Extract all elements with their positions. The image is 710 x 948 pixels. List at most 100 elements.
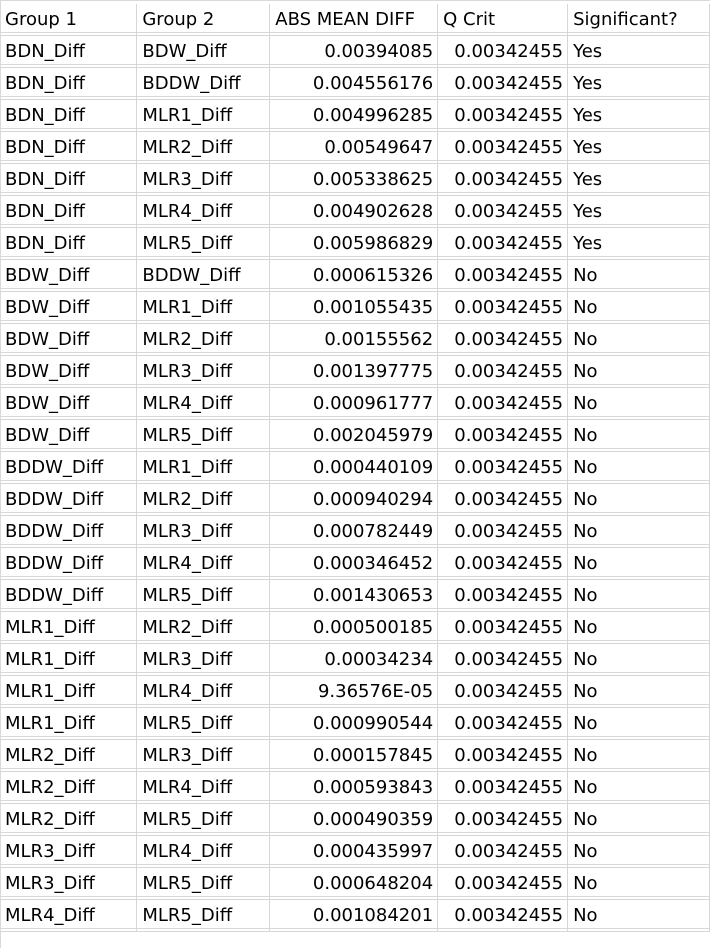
cell-abs-mean-diff[interactable]: 0.005338625 [269, 163, 439, 196]
cell-significant[interactable]: No [567, 739, 710, 772]
cell-abs-mean-diff[interactable]: 9.36576E-05 [269, 675, 439, 708]
cell-q-crit[interactable]: 0.00342455 [437, 291, 569, 324]
cell-q-crit[interactable]: 0.00342455 [437, 131, 569, 164]
cell-q-crit[interactable]: 0.00342455 [437, 67, 569, 100]
cell-q-crit[interactable]: 0.00342455 [437, 835, 569, 868]
cell-group-2[interactable]: BDW_Diff [136, 35, 271, 68]
cell-abs-mean-diff[interactable]: 0.000648204 [269, 867, 439, 900]
cell-group-2[interactable]: MLR5_Diff [136, 419, 271, 452]
cell-group-1[interactable]: BDDW_Diff [0, 451, 138, 484]
cell-group-1[interactable]: MLR1_Diff [0, 675, 138, 708]
cell-group-2[interactable]: MLR4_Diff [136, 195, 271, 228]
cell-q-crit[interactable]: 0.00342455 [437, 867, 569, 900]
cell-group-2[interactable]: MLR3_Diff [136, 515, 271, 548]
cell-q-crit[interactable]: 0.00342455 [437, 483, 569, 516]
cell-q-crit[interactable]: 0.00342455 [437, 259, 569, 292]
cell-group-1[interactable]: BDN_Diff [0, 131, 138, 164]
cell-q-crit[interactable]: 0.00342455 [437, 355, 569, 388]
header-abs-mean-diff[interactable]: ABS MEAN DIFF [269, 4, 439, 36]
cell-abs-mean-diff[interactable]: 0.000990544 [269, 707, 439, 740]
cell-group-1[interactable]: BDN_Diff [0, 99, 138, 132]
cell-significant[interactable]: Yes [567, 67, 710, 100]
cell-q-crit[interactable]: 0.00342455 [437, 675, 569, 708]
cell-significant[interactable]: No [567, 579, 710, 612]
cell-abs-mean-diff[interactable]: 0.00549647 [269, 131, 439, 164]
cell-significant[interactable]: No [567, 515, 710, 548]
cell-group-1[interactable]: MLR3_Diff [0, 835, 138, 868]
cell-abs-mean-diff[interactable]: 0.000346452 [269, 547, 439, 580]
cell-group-1[interactable]: MLR2_Diff [0, 803, 138, 836]
cell-group-2[interactable]: MLR1_Diff [136, 99, 271, 132]
cell-q-crit[interactable]: 0.00342455 [437, 579, 569, 612]
cell-group-1[interactable]: BDN_Diff [0, 163, 138, 196]
cell-group-1[interactable]: MLR3_Diff [0, 867, 138, 900]
cell-significant[interactable]: No [567, 771, 710, 804]
cell-group-2[interactable]: MLR4_Diff [136, 675, 271, 708]
cell-group-1[interactable]: MLR4_Diff [0, 899, 138, 932]
cell-significant[interactable]: No [567, 899, 710, 932]
cell-abs-mean-diff[interactable]: 0.000490359 [269, 803, 439, 836]
cell-q-crit[interactable]: 0.00342455 [437, 643, 569, 676]
cell-abs-mean-diff[interactable]: 0.000940294 [269, 483, 439, 516]
cell-q-crit[interactable]: 0.00342455 [437, 707, 569, 740]
cell-significant[interactable]: No [567, 675, 710, 708]
cell-group-2[interactable]: BDDW_Diff [136, 259, 271, 292]
cell-significant[interactable]: Yes [567, 35, 710, 68]
cell-group-2[interactable]: MLR3_Diff [136, 643, 271, 676]
cell-group-2[interactable]: BDDW_Diff [136, 67, 271, 100]
cell-q-crit[interactable]: 0.00342455 [437, 323, 569, 356]
cell-abs-mean-diff[interactable]: 0.000435997 [269, 835, 439, 868]
cell-group-1[interactable]: BDW_Diff [0, 259, 138, 292]
cell-group-2[interactable]: MLR3_Diff [136, 163, 271, 196]
cell-abs-mean-diff[interactable]: 0.002045979 [269, 419, 439, 452]
cell-group-2[interactable]: MLR4_Diff [136, 547, 271, 580]
header-significant[interactable]: Significant? [567, 4, 710, 36]
cell-group-1[interactable]: BDDW_Diff [0, 579, 138, 612]
cell-significant[interactable]: Yes [567, 227, 710, 260]
cell-group-1[interactable]: BDN_Diff [0, 67, 138, 100]
cell-q-crit[interactable]: 0.00342455 [437, 227, 569, 260]
cell-significant[interactable]: No [567, 419, 710, 452]
cell-significant[interactable]: Yes [567, 131, 710, 164]
cell-group-2[interactable]: MLR4_Diff [136, 835, 271, 868]
cell-q-crit[interactable]: 0.00342455 [437, 419, 569, 452]
cell-abs-mean-diff[interactable]: 0.000615326 [269, 259, 439, 292]
cell-q-crit[interactable]: 0.00342455 [437, 163, 569, 196]
cell-group-1[interactable]: MLR1_Diff [0, 611, 138, 644]
cell-group-1[interactable]: BDDW_Diff [0, 515, 138, 548]
cell-abs-mean-diff[interactable]: 0.000593843 [269, 771, 439, 804]
cell-abs-mean-diff[interactable]: 0.000157845 [269, 739, 439, 772]
cell-abs-mean-diff[interactable]: 0.000961777 [269, 387, 439, 420]
cell-abs-mean-diff[interactable]: 0.005986829 [269, 227, 439, 260]
cell-q-crit[interactable]: 0.00342455 [437, 515, 569, 548]
cell-group-2[interactable]: MLR1_Diff [136, 451, 271, 484]
cell-group-2[interactable]: MLR2_Diff [136, 483, 271, 516]
cell-abs-mean-diff[interactable]: 0.004556176 [269, 67, 439, 100]
cell-group-1[interactable]: BDW_Diff [0, 355, 138, 388]
cell-significant[interactable]: No [567, 259, 710, 292]
cell-group-2[interactable]: MLR3_Diff [136, 355, 271, 388]
header-q-crit[interactable]: Q Crit [437, 4, 569, 36]
cell-q-crit[interactable]: 0.00342455 [437, 547, 569, 580]
cell-group-2[interactable]: MLR2_Diff [136, 611, 271, 644]
cell-significant[interactable]: No [567, 355, 710, 388]
cell-group-2[interactable]: MLR5_Diff [136, 227, 271, 260]
cell-abs-mean-diff[interactable]: 0.001055435 [269, 291, 439, 324]
cell-significant[interactable]: Yes [567, 195, 710, 228]
cell-group-2[interactable]: MLR2_Diff [136, 131, 271, 164]
cell-significant[interactable]: Yes [567, 99, 710, 132]
cell-abs-mean-diff[interactable]: 0.004996285 [269, 99, 439, 132]
cell-group-2[interactable]: MLR5_Diff [136, 579, 271, 612]
cell-q-crit[interactable]: 0.00342455 [437, 195, 569, 228]
cell-significant[interactable]: No [567, 803, 710, 836]
cell-significant[interactable]: No [567, 643, 710, 676]
cell-significant[interactable]: No [567, 867, 710, 900]
cell-group-2[interactable]: MLR1_Diff [136, 291, 271, 324]
cell-group-2[interactable]: MLR5_Diff [136, 899, 271, 932]
cell-q-crit[interactable]: 0.00342455 [437, 99, 569, 132]
cell-abs-mean-diff[interactable]: 0.00394085 [269, 35, 439, 68]
cell-abs-mean-diff[interactable]: 0.000782449 [269, 515, 439, 548]
cell-significant[interactable]: No [567, 483, 710, 516]
cell-abs-mean-diff[interactable]: 0.00155562 [269, 323, 439, 356]
cell-abs-mean-diff[interactable]: 0.001430653 [269, 579, 439, 612]
